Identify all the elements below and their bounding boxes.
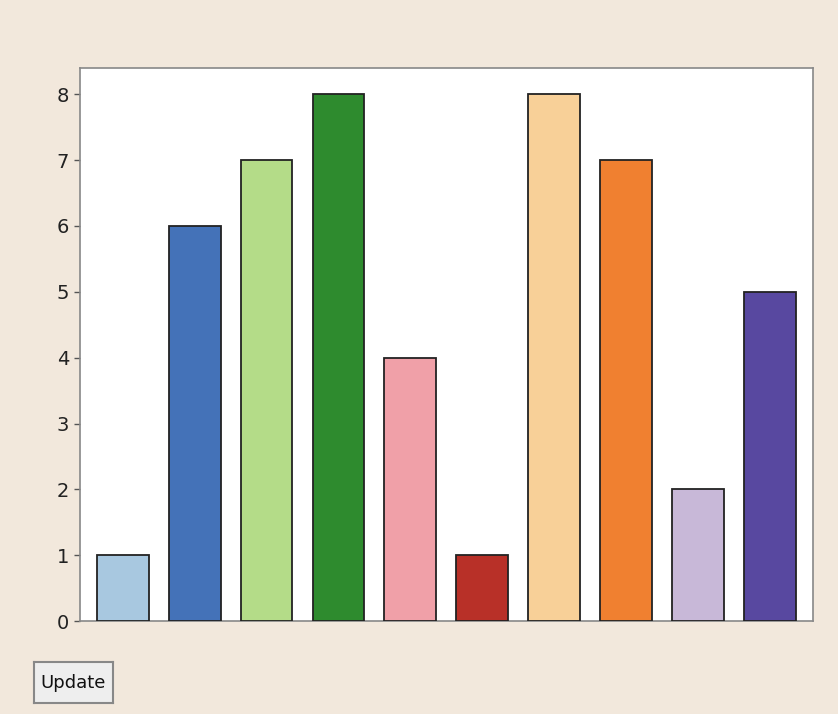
Bar	[600, 160, 652, 621]
Bar	[528, 94, 580, 621]
Bar	[168, 226, 220, 621]
Bar	[672, 489, 724, 621]
Bar	[744, 292, 795, 621]
Bar	[241, 160, 292, 621]
Bar	[97, 555, 148, 621]
Text: Update: Update	[40, 673, 106, 692]
Bar	[385, 358, 436, 621]
Bar	[457, 555, 508, 621]
Bar	[313, 94, 365, 621]
